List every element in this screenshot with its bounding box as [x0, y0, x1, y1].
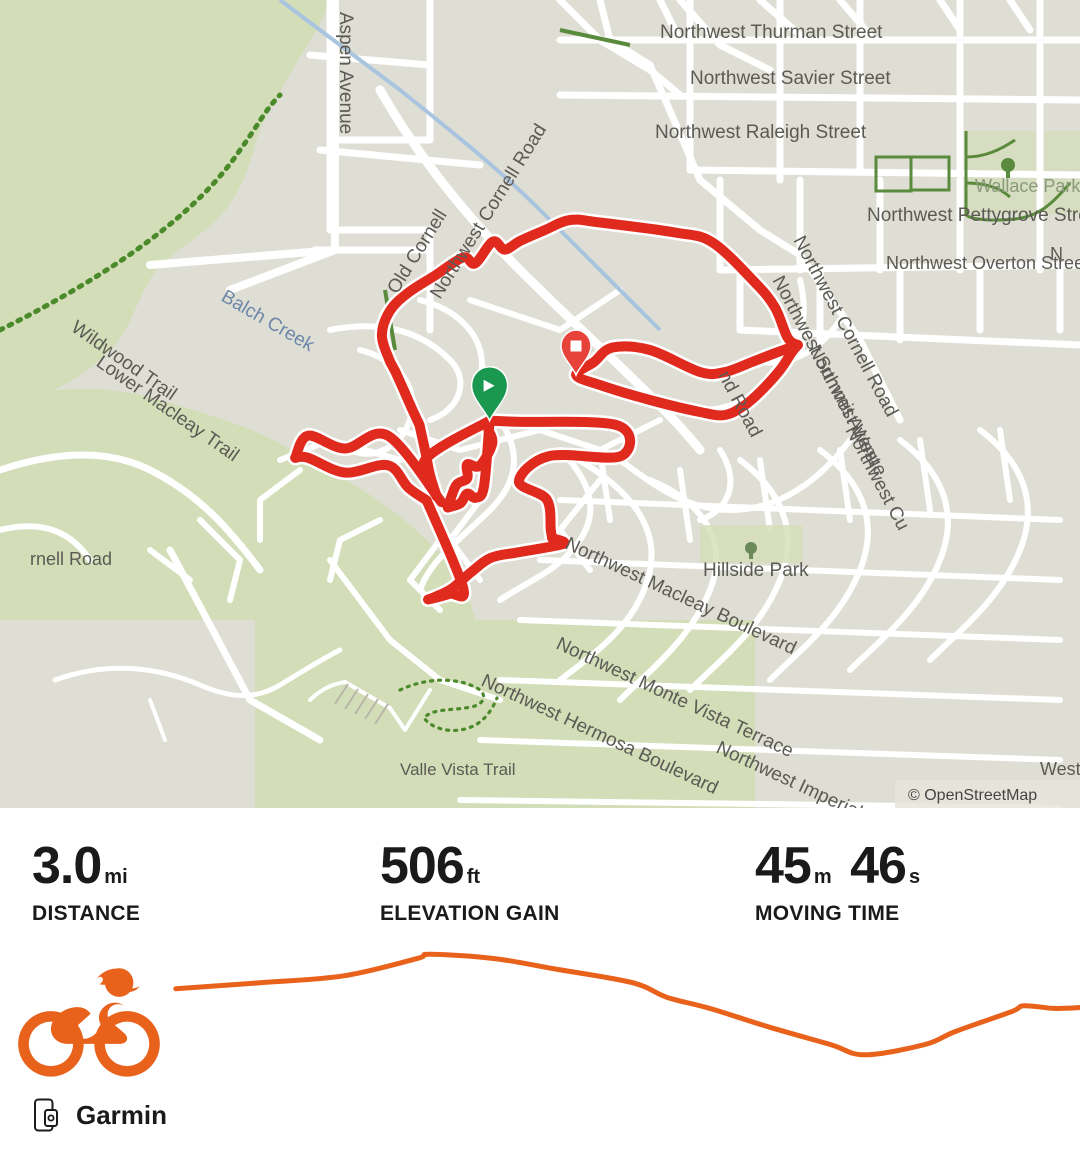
svg-text:Hillside Park: Hillside Park	[703, 560, 809, 581]
svg-text:© OpenStreetMap: © OpenStreetMap	[908, 787, 1037, 804]
svg-text:Northwest Raleigh Street: Northwest Raleigh Street	[655, 122, 867, 143]
svg-text:Northwest Pettygrove Street: Northwest Pettygrove Street	[867, 205, 1080, 226]
svg-text:West: West	[1040, 759, 1080, 779]
svg-text:Northwest Savier Street: Northwest Savier Street	[690, 68, 891, 89]
svg-text:Northwest Thurman Street: Northwest Thurman Street	[660, 22, 883, 43]
svg-text:Aspen Avenue: Aspen Avenue	[335, 12, 356, 134]
svg-text:rnell Road: rnell Road	[30, 549, 112, 569]
svg-text:N: N	[1050, 244, 1063, 264]
svg-text:Valle Vista Trail: Valle Vista Trail	[400, 760, 516, 779]
svg-text:Wallace Park: Wallace Park	[975, 176, 1080, 196]
